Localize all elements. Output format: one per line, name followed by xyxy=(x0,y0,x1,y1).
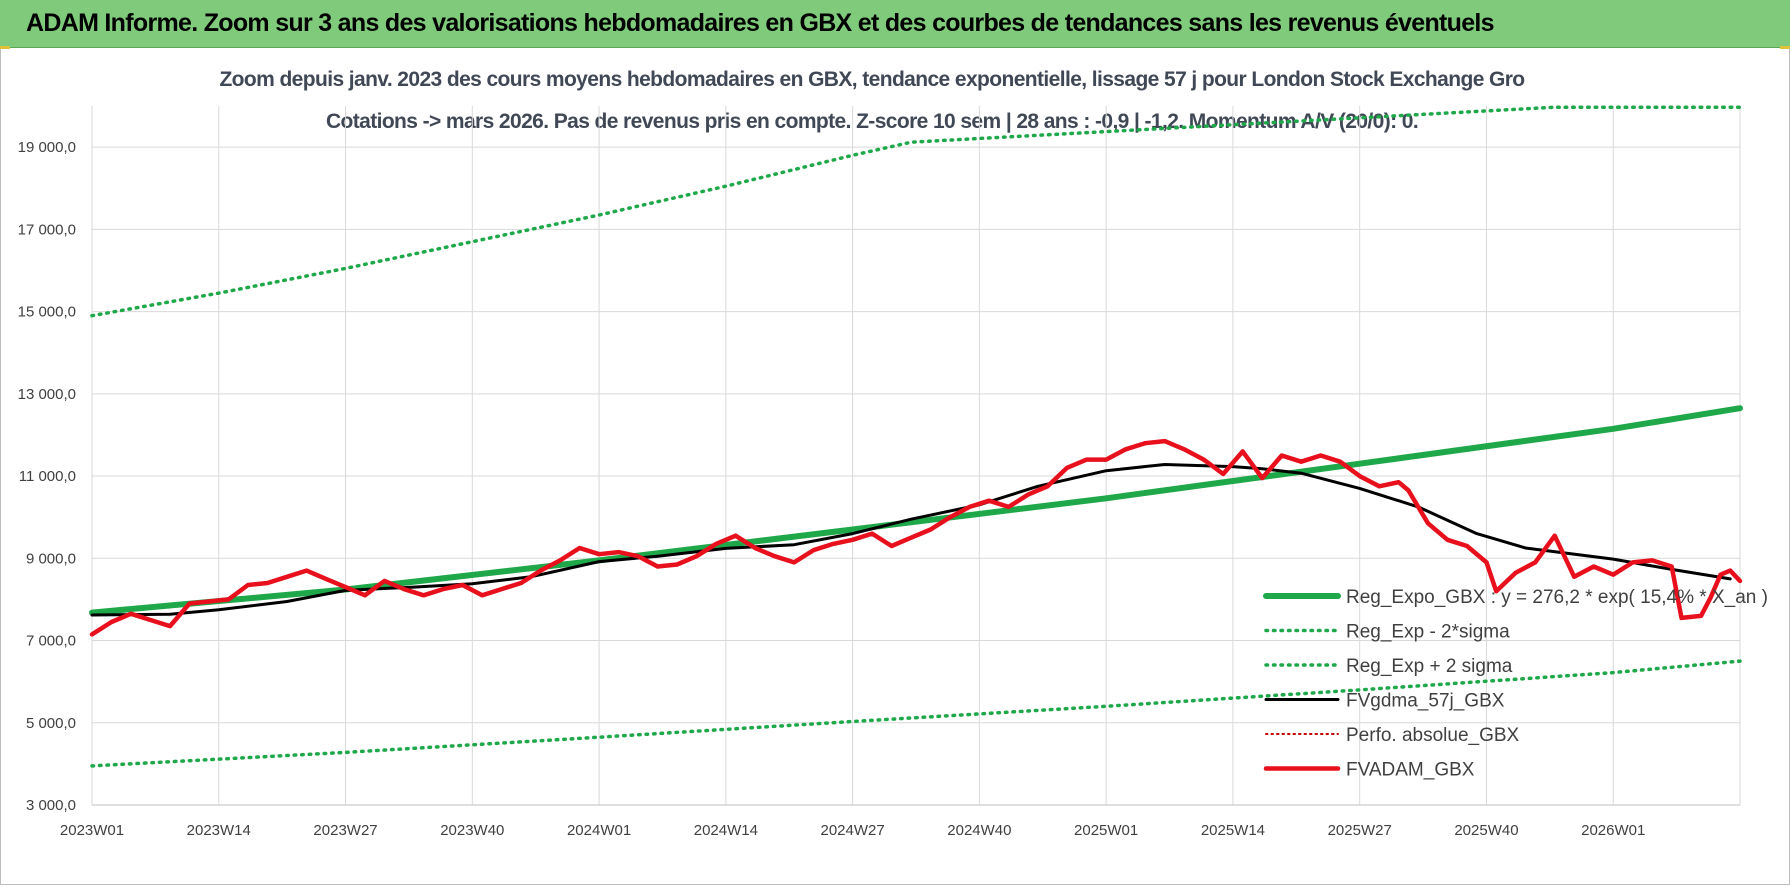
corner-mark xyxy=(0,46,10,49)
x-tick-label: 2024W40 xyxy=(947,822,1011,839)
fvadam-line xyxy=(89,438,1743,637)
x-tick-label: 2025W40 xyxy=(1454,822,1518,839)
x-tick-label: 2023W40 xyxy=(440,822,504,839)
x-tick-label: 2023W14 xyxy=(187,822,251,839)
y-tick-label: 9 000,0 xyxy=(26,550,76,567)
x-axis-ticks: 2023W01 2023W14 2023W27 2023W40 2024W01 2024W… xyxy=(60,822,1645,839)
y-tick-label: 15 000,0 xyxy=(18,304,76,321)
legend-label-reg-exp-plus-2sigma: Reg_Exp + 2 sigma xyxy=(1346,656,1513,677)
legend-label-perfo-absolue: Perfo. absolue_GBX xyxy=(1346,725,1520,746)
y-tick-label: 3 000,0 xyxy=(26,797,76,814)
x-tick-label: 2025W14 xyxy=(1201,822,1265,839)
reg-exp-plus-2sigma-line xyxy=(90,105,1742,318)
legend-label-fvgdma: FVgdma_57j_GBX xyxy=(1346,691,1505,712)
report-header: ADAM Informe. Zoom sur 3 ans des valoris… xyxy=(0,0,1790,48)
legend-label-reg-expo: Reg_Expo_GBX : y = 276,2 * exp( 15,4% * … xyxy=(1346,587,1768,608)
y-tick-label: 17 000,0 xyxy=(18,221,76,238)
report-title: ADAM Informe. Zoom sur 3 ans des valoris… xyxy=(26,9,1495,37)
legend-label-fvadam: FVADAM_GBX xyxy=(1346,760,1475,781)
x-tick-label: 2024W27 xyxy=(821,822,885,839)
fvgdma-line xyxy=(90,463,1732,617)
y-tick-label: 11 000,0 xyxy=(19,468,76,485)
x-tick-label: 2025W27 xyxy=(1328,822,1392,839)
chart-title-line1: Zoom depuis janv. 2023 des cours moyens … xyxy=(219,68,1524,91)
chart-title-line2: Cotations -> mars 2026. Pas de revenus p… xyxy=(326,110,1418,133)
y-tick-label: 7 000,0 xyxy=(26,633,76,650)
y-axis-ticks: 3 000,0 5 000,0 7 000,0 9 000,0 11 000,0 13 0… xyxy=(18,139,76,814)
y-tick-label: 5 000,0 xyxy=(26,715,76,732)
legend-label-reg-exp-minus-2sigma: Reg_Exp - 2*sigma xyxy=(1346,622,1510,643)
corner-mark xyxy=(1780,46,1790,49)
grid xyxy=(91,106,1741,806)
legend: Reg_Expo_GBX : y = 276,2 * exp( 15,4% * … xyxy=(1263,587,1768,781)
y-tick-label: 19 000,0 xyxy=(18,139,76,156)
x-tick-label: 2023W01 xyxy=(60,822,124,839)
x-tick-label: 2026W01 xyxy=(1581,822,1645,839)
x-tick-label: 2024W01 xyxy=(567,822,631,839)
y-tick-label: 13 000,0 xyxy=(18,386,76,403)
series-lines xyxy=(89,105,1743,768)
x-tick-label: 2024W14 xyxy=(694,822,758,839)
x-tick-label: 2023W27 xyxy=(313,822,377,839)
x-tick-label: 2025W01 xyxy=(1074,822,1138,839)
